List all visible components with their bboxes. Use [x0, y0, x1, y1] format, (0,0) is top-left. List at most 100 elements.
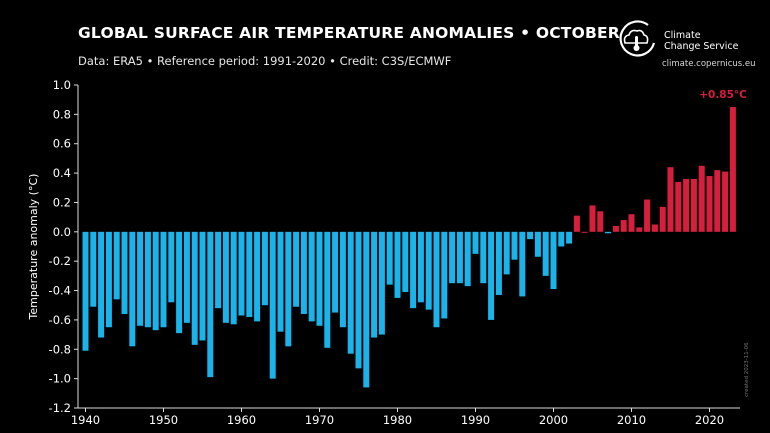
bar-1953: [183, 231, 190, 323]
bar-1960: [238, 231, 245, 316]
x-tick-label: 1940: [71, 413, 100, 427]
bar-1948: [144, 231, 151, 328]
logo-name: Climate Change Service: [664, 30, 739, 52]
bar-1965: [277, 231, 284, 332]
chart-title: GLOBAL SURFACE AIR TEMPERATURE ANOMALIES…: [78, 24, 620, 42]
bar-1945: [121, 231, 128, 315]
bar-1998: [534, 231, 541, 257]
bar-1944: [113, 231, 120, 300]
y-tick-label: 0.6: [53, 137, 71, 151]
bar-1967: [293, 231, 300, 307]
bar-2018: [690, 178, 697, 232]
bar-2021: [714, 170, 721, 232]
bar-1958: [222, 231, 229, 323]
bar-1994: [503, 231, 510, 275]
bar-1956: [207, 231, 214, 378]
bar-1988: [456, 231, 463, 284]
bar-2015: [667, 167, 674, 232]
bar-1966: [285, 231, 292, 347]
y-tick-label: -0.4: [49, 284, 71, 298]
bar-1973: [339, 231, 346, 328]
bar-1968: [300, 231, 307, 315]
bar-1962: [254, 231, 261, 322]
bar-1980: [394, 231, 401, 298]
x-tick-label: 1990: [461, 413, 490, 427]
bar-1990: [472, 231, 479, 254]
bar-1985: [433, 231, 440, 328]
x-tick-label: 1970: [305, 413, 334, 427]
bar-2022: [722, 171, 729, 232]
side-credit: created 2023-11-06: [744, 342, 750, 397]
bar-1978: [378, 231, 385, 335]
bar-2004: [581, 231, 588, 233]
bar-1984: [425, 231, 432, 310]
bar-1975: [355, 231, 362, 369]
bar-2009: [620, 220, 627, 232]
bar-2014: [659, 206, 666, 232]
logo-url[interactable]: climate.copernicus.eu: [662, 59, 756, 69]
bar-1941: [90, 231, 97, 307]
copernicus-logo[interactable]: Climate Change Service climate.copernicus…: [614, 17, 764, 72]
y-tick-label: 1.0: [53, 78, 71, 92]
bar-1950: [160, 231, 167, 328]
chart-subtitle: Data: ERA5 • Reference period: 1991-2020…: [78, 54, 452, 68]
bar-1942: [98, 231, 105, 338]
bar-1959: [230, 231, 237, 325]
bar-1954: [191, 231, 198, 345]
y-tick-label: -0.8: [49, 342, 71, 356]
annotation-label: +0.85°C: [699, 89, 747, 101]
bar-2007: [605, 231, 612, 234]
bar-2003: [573, 215, 580, 232]
x-tick-label: 2020: [695, 413, 724, 427]
bar-1949: [152, 231, 159, 331]
bar-1972: [332, 231, 339, 313]
bar-2012: [644, 199, 651, 232]
bar-1997: [527, 231, 534, 240]
bar-2017: [683, 178, 690, 232]
bar-1979: [386, 231, 393, 285]
bar-1986: [441, 231, 448, 319]
y-tick-label: 0.8: [53, 107, 71, 121]
bar-2002: [566, 231, 573, 244]
bar-1961: [246, 231, 253, 317]
bar-1943: [105, 231, 112, 328]
bar-1940: [82, 231, 89, 351]
bar-1946: [129, 231, 136, 347]
bar-2013: [651, 224, 658, 232]
bar-1947: [137, 231, 144, 326]
y-axis-label: Temperature anomaly (°C): [27, 174, 40, 321]
bar-1987: [449, 231, 456, 284]
bar-1963: [261, 231, 268, 306]
bar-1989: [464, 231, 471, 287]
bar-2011: [636, 227, 643, 232]
bar-1952: [176, 231, 183, 334]
bar-2008: [612, 225, 619, 232]
bar-2016: [675, 181, 682, 232]
bar-1992: [488, 231, 495, 320]
bar-1976: [363, 231, 370, 388]
x-tick-label: 1950: [149, 413, 178, 427]
logo-name-line2: Change Service: [664, 41, 739, 52]
logo-name-line1: Climate: [664, 30, 701, 41]
bar-1957: [215, 231, 222, 309]
bar-2000: [550, 231, 557, 290]
bar-1964: [269, 231, 276, 379]
bar-1996: [519, 231, 526, 297]
y-tick-label: -0.6: [49, 313, 71, 327]
bar-1999: [542, 231, 549, 276]
bar-1995: [511, 231, 518, 260]
climate-change-service-icon: [619, 20, 656, 57]
x-tick-label: 2010: [617, 413, 646, 427]
y-tick-label: -0.2: [49, 254, 71, 268]
bar-2001: [558, 231, 565, 247]
y-tick-label: 0.4: [53, 166, 71, 180]
bar-1970: [316, 231, 323, 326]
bar-1977: [371, 231, 378, 338]
y-tick-label: -1.2: [49, 401, 71, 415]
y-tick-label: -1.0: [49, 372, 71, 386]
bar-1981: [402, 231, 409, 293]
x-tick-label: 2000: [539, 413, 568, 427]
x-tick-label: 1980: [383, 413, 412, 427]
bar-2010: [628, 214, 635, 232]
bar-1982: [410, 231, 417, 309]
